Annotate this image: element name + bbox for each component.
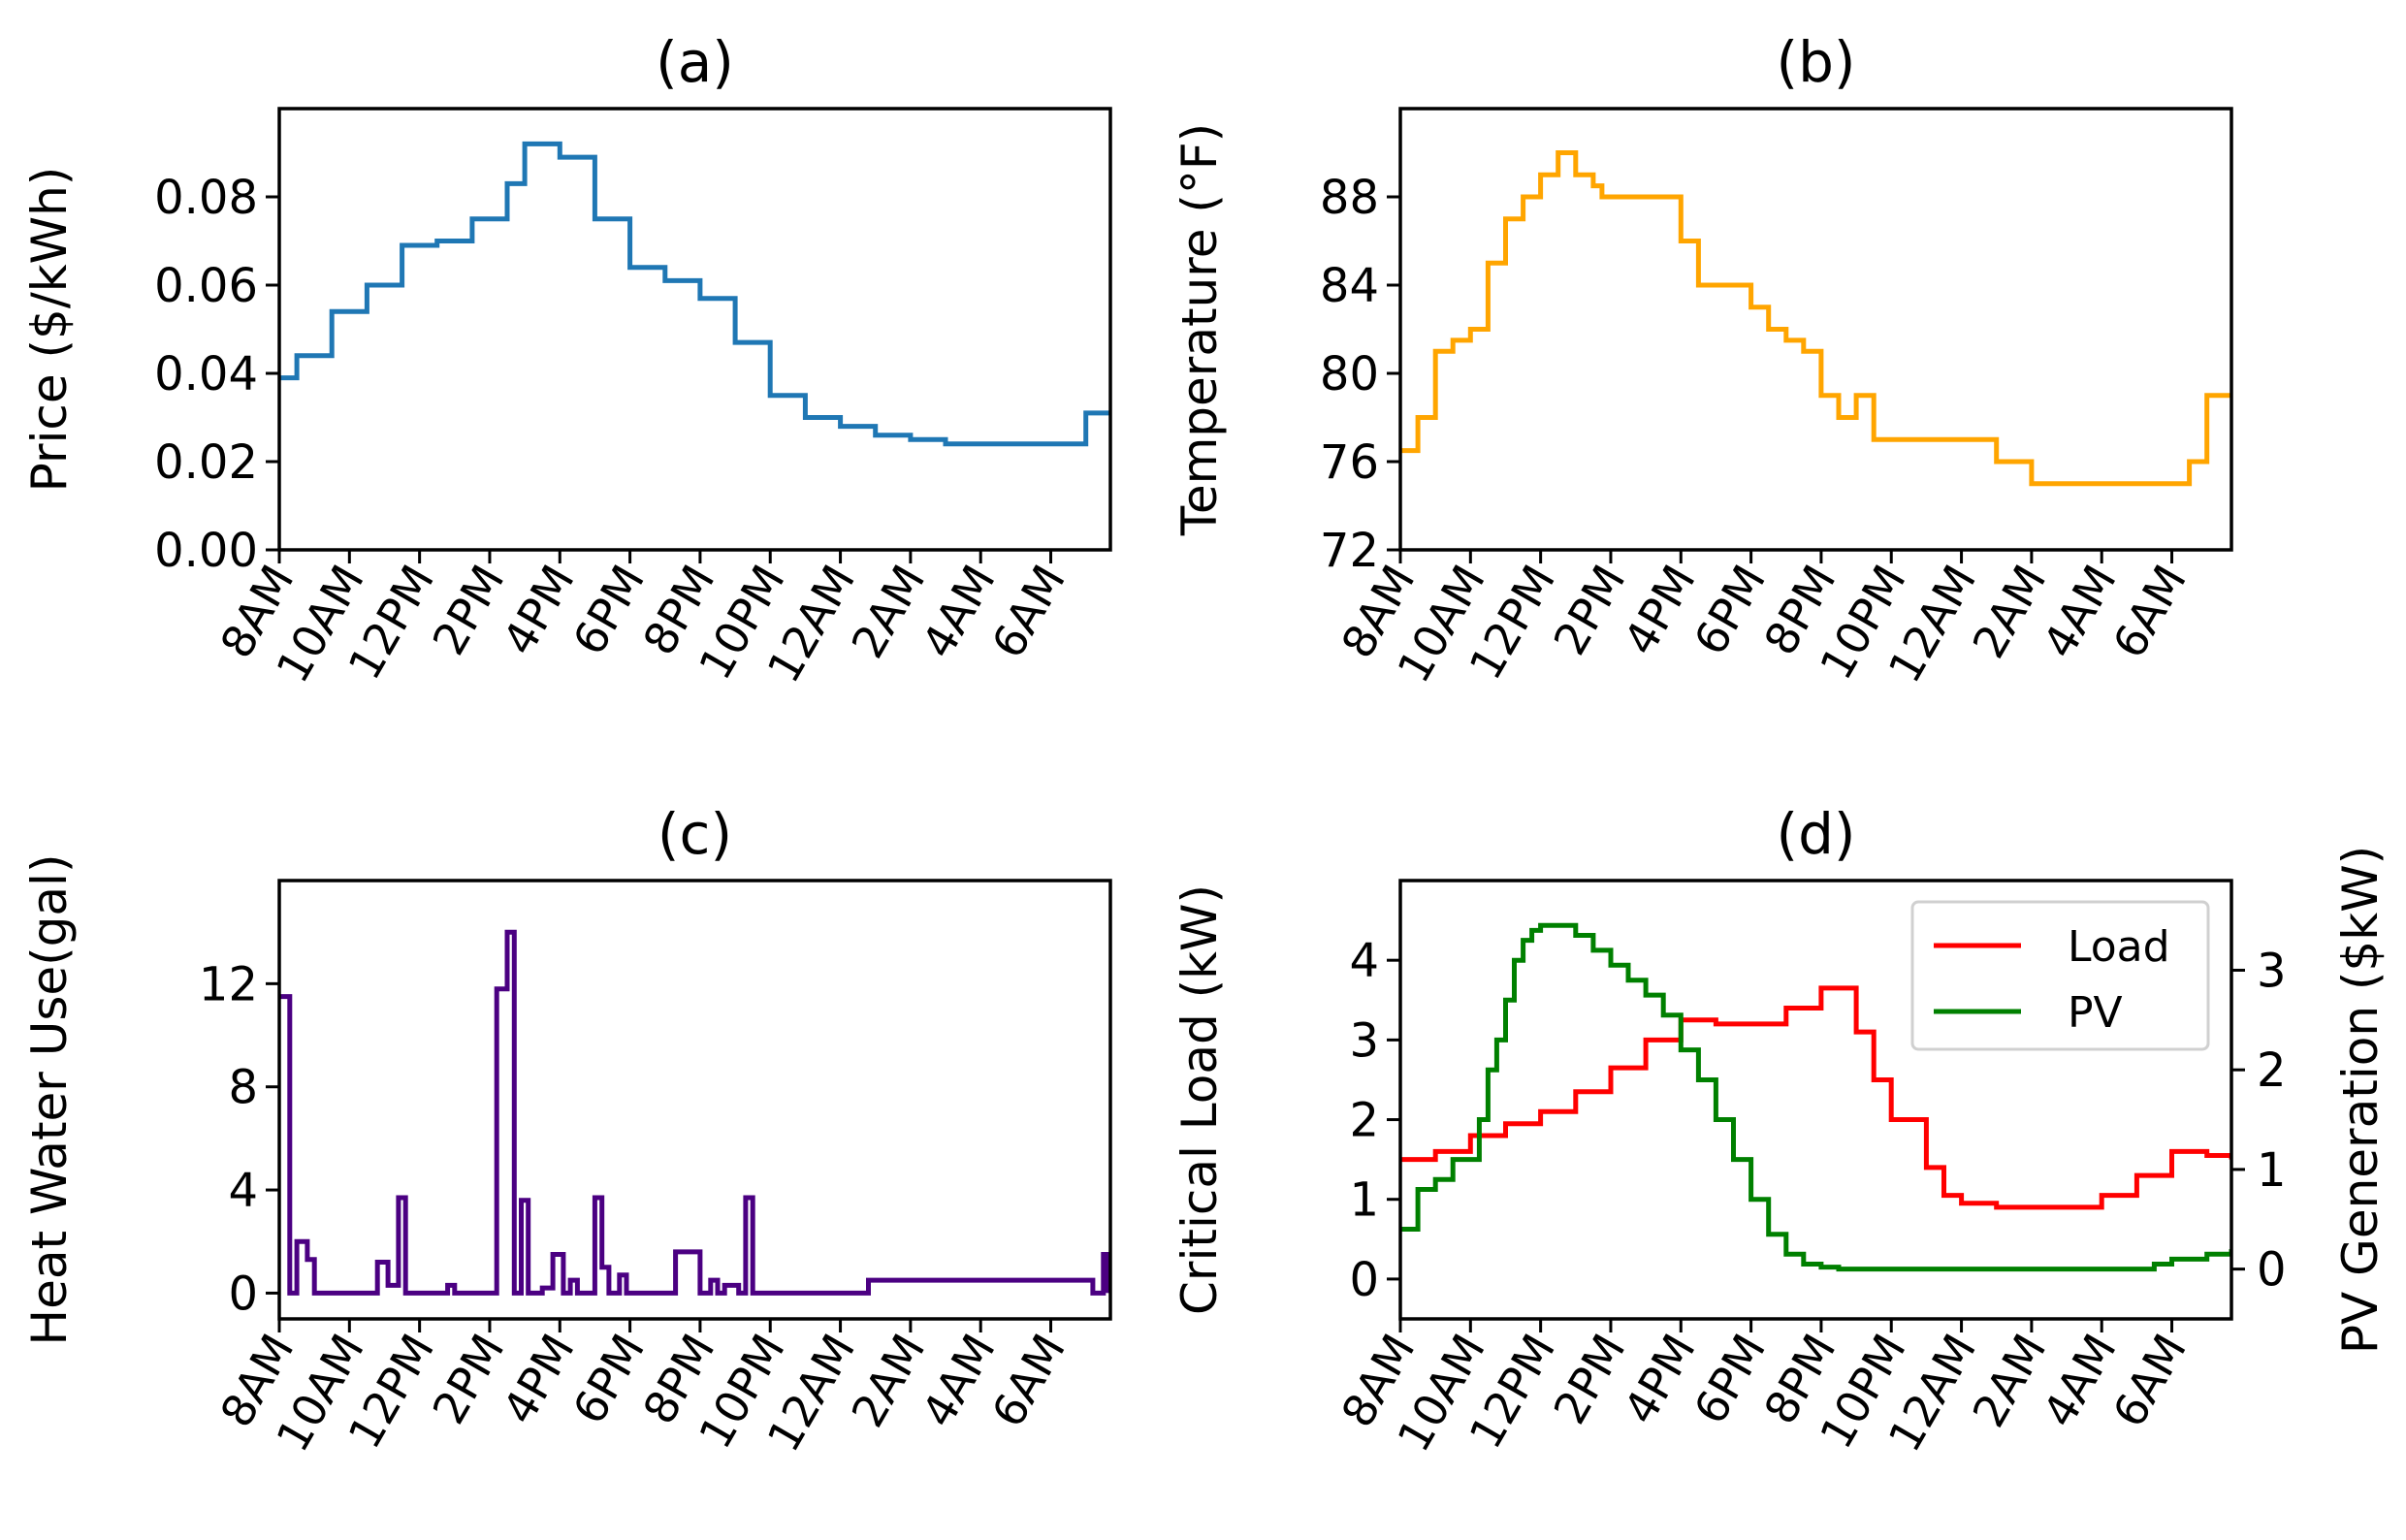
y-tick-label: 84 xyxy=(1320,259,1379,313)
y-tick-label: 0.06 xyxy=(154,259,258,313)
y-tick-label: 88 xyxy=(1320,171,1379,225)
y2-tick-label: 1 xyxy=(2257,1143,2287,1198)
plot-frame xyxy=(1398,879,2233,1321)
legend-label-load: Load xyxy=(2068,922,2170,972)
x-tick-label: 2AM xyxy=(1962,557,2056,667)
y-tick-label: 1 xyxy=(1349,1173,1379,1228)
x-tick-label: 4AM xyxy=(2033,557,2127,667)
x-tick-label: 2PM xyxy=(422,1326,514,1433)
series-line-1 xyxy=(279,141,1110,447)
y2-tick-label: 0 xyxy=(2257,1243,2287,1298)
chart-title: (b) xyxy=(1776,29,1855,95)
y2-axis-label: PV Generation ($kW) xyxy=(2332,846,2389,1354)
y2-tick-label: 2 xyxy=(2257,1043,2287,1098)
x-tick-label: 4PM xyxy=(1614,557,1706,664)
y-tick-label: 0.02 xyxy=(154,435,258,490)
series-line-load xyxy=(1400,985,2231,1210)
plot-frame xyxy=(277,107,1112,552)
series-line-1 xyxy=(279,929,1110,1296)
x-tick-label: 2AM xyxy=(841,1326,935,1436)
x-tick-label: 6AM xyxy=(2102,1326,2197,1436)
y-tick-label: 8 xyxy=(228,1061,258,1115)
x-tick-label: 2AM xyxy=(1962,1326,2056,1436)
x-tick-label: 6AM xyxy=(981,557,1075,667)
y-tick-label: 0 xyxy=(1349,1253,1379,1307)
legend: Load PV xyxy=(1910,900,2210,1051)
y-tick-label: 12 xyxy=(199,957,258,1011)
y-tick-label: 0 xyxy=(228,1267,258,1321)
x-tick-label: 6PM xyxy=(1684,557,1776,664)
y-tick-label: 2 xyxy=(1349,1094,1379,1148)
y-axis-label: Temperature (°F) xyxy=(1171,123,1228,536)
x-tick-label: 2PM xyxy=(422,557,514,664)
chart-panel-d: (d)Critical Load (kW) 012348AM10AM12PM2PM… xyxy=(1171,801,2389,1460)
y-tick-label: 0.04 xyxy=(154,347,258,401)
chart-panel-a: (a)Price ($/kWh)0.000.020.040.060.088AM1… xyxy=(21,29,1112,691)
x-tick-label: 6PM xyxy=(562,557,655,664)
y-tick-label: 76 xyxy=(1320,435,1379,490)
x-tick-label: 4PM xyxy=(493,1326,585,1433)
chart-panel-b: (b)Temperature (°F)72768084888AM10AM12PM… xyxy=(1171,29,2233,691)
y-tick-label: 4 xyxy=(1349,934,1379,988)
x-tick-label: 4AM xyxy=(912,557,1006,667)
y-tick-label: 72 xyxy=(1320,524,1379,578)
y-tick-label: 0.08 xyxy=(154,171,258,225)
x-tick-label: 6PM xyxy=(562,1326,655,1433)
y-axis-label: Heat Water Use(gal) xyxy=(21,854,78,1346)
series-line-1 xyxy=(1400,150,2231,487)
series-line-pv xyxy=(1400,922,2231,1272)
x-tick-label: 4PM xyxy=(493,557,585,664)
x-tick-label: 4AM xyxy=(912,1326,1006,1436)
x-tick-label: 2AM xyxy=(841,556,935,666)
plot-frame xyxy=(277,879,1112,1321)
y-tick-label: 3 xyxy=(1349,1013,1379,1068)
x-tick-label: 2PM xyxy=(1543,1326,1635,1433)
chart-panel-c: (c)Heat Water Use(gal) 048128AM10AM12PM2P… xyxy=(21,801,1112,1460)
y-tick-label: 0.00 xyxy=(154,524,258,578)
y-tick-label: 4 xyxy=(228,1164,258,1218)
y-tick-label: 80 xyxy=(1320,347,1379,401)
x-tick-label: 2PM xyxy=(1543,557,1635,664)
chart-title: (d) xyxy=(1776,801,1855,867)
y2-tick-label: 3 xyxy=(2257,944,2287,998)
x-tick-label: 6AM xyxy=(981,1326,1075,1436)
legend-label-pv: PV xyxy=(2068,988,2123,1038)
x-tick-label: 6AM xyxy=(2102,557,2197,667)
plot-frame xyxy=(1398,107,2233,552)
y-axis-label: Critical Load (kW) xyxy=(1171,884,1228,1315)
chart-title: (c) xyxy=(658,801,732,867)
x-tick-label: 4PM xyxy=(1614,1326,1706,1433)
x-tick-label: 6PM xyxy=(1684,1326,1776,1433)
y-axis-label: Price ($/kWh) xyxy=(21,167,78,493)
x-tick-label: 4AM xyxy=(2033,1326,2127,1436)
chart-title: (a) xyxy=(656,29,734,95)
